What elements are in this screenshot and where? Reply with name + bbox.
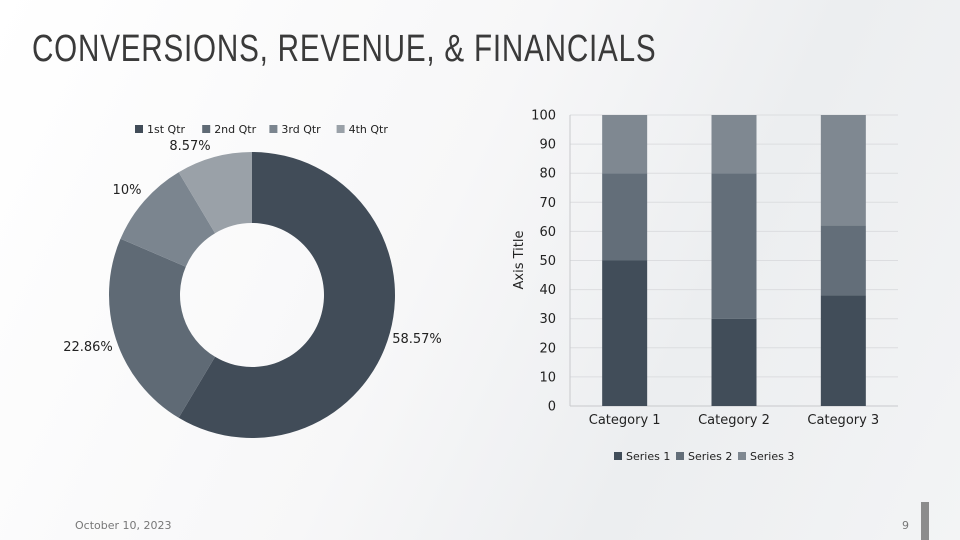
legend-swatch (202, 125, 211, 133)
bar-segment (820, 225, 866, 296)
doughnut-slice (120, 172, 216, 267)
page-accent-bar (921, 502, 929, 540)
doughnut-chart: 58.57% 22.86% 10% 8.57% 1st Qtr 2nd Qtr 3rd Qt… (63, 123, 442, 438)
x-tick-label: Category 1 (589, 413, 661, 428)
doughnut-slice (178, 152, 395, 438)
bar-segment (711, 115, 757, 174)
stacked-bar-chart: 0 10 20 30 40 50 60 70 80 90 100 Axis Title Category… (512, 109, 898, 463)
y-tick-label: 80 (539, 167, 556, 182)
slice-data-label: 22.86% (63, 340, 113, 355)
y-tick-label: 0 (548, 400, 556, 415)
legend-label: Series 3 (750, 450, 794, 463)
legend-label: 3rd Qtr (281, 123, 321, 136)
footer-date: October 10, 2023 (75, 519, 172, 532)
legend-swatch (738, 452, 746, 460)
legend-swatch (676, 452, 684, 460)
legend-label: 2nd Qtr (214, 123, 256, 136)
slice-data-label: 8.57% (169, 139, 210, 154)
bar-segment (602, 260, 648, 406)
slide-title: CONVERSIONS, REVENUE, & FINANCIALS (32, 28, 657, 70)
doughnut-slice (108, 238, 216, 418)
legend-swatch (269, 125, 278, 133)
legend-swatch (614, 452, 622, 460)
legend-label: 1st Qtr (147, 123, 186, 136)
legend-swatch (135, 125, 143, 133)
x-tick-label: Category 2 (698, 413, 770, 428)
page-number: 9 (902, 519, 909, 532)
y-tick-label: 70 (539, 196, 556, 211)
legend-label: 4th Qtr (349, 123, 389, 136)
bar-segment (820, 115, 866, 226)
y-tick-label: 50 (539, 254, 556, 269)
y-tick-label: 20 (539, 341, 556, 356)
y-tick-label: 90 (539, 138, 556, 153)
y-tick-label: 40 (539, 283, 556, 298)
bar-segment (602, 115, 648, 174)
slice-data-label: 58.57% (392, 332, 442, 347)
y-tick-label: 60 (539, 225, 556, 240)
legend-swatch (336, 125, 345, 133)
bar-segment (711, 173, 757, 319)
y-tick-label: 10 (539, 370, 556, 385)
bar-segment (820, 295, 866, 406)
slice-data-label: 10% (113, 183, 142, 198)
legend-label: Series 1 (626, 450, 670, 463)
bar-segment (711, 318, 757, 406)
y-tick-label: 30 (539, 312, 556, 327)
x-tick-label: Category 3 (807, 413, 879, 428)
legend-label: Series 2 (688, 450, 732, 463)
y-tick-label: 100 (531, 109, 556, 124)
bar-segment (602, 173, 648, 261)
y-axis-title: Axis Title (512, 231, 527, 290)
doughnut-slice (178, 152, 252, 234)
